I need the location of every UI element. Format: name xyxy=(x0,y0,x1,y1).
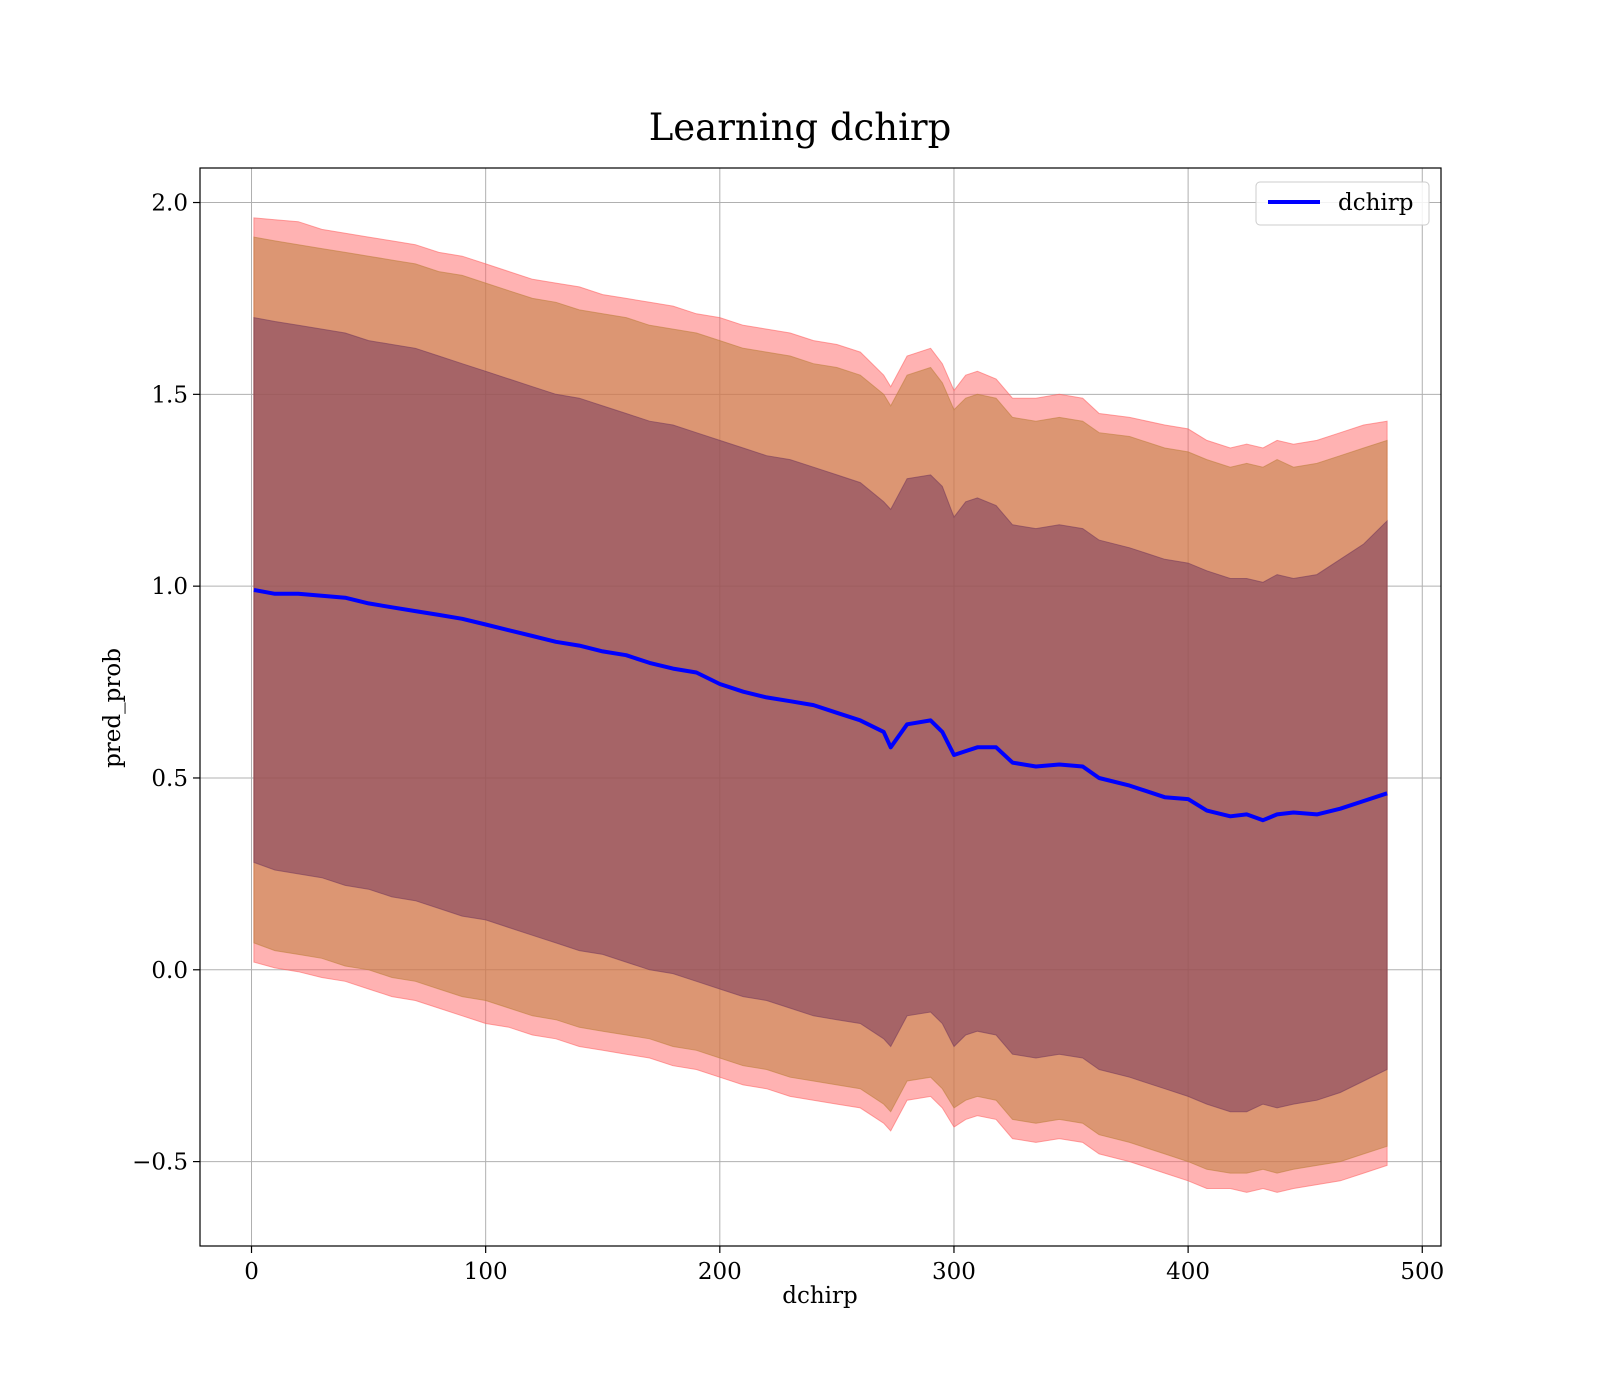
series-lines xyxy=(253,588,1388,823)
x-tick-label: 0 xyxy=(244,1259,259,1285)
x-tick-label: 500 xyxy=(1400,1259,1444,1285)
x-axis-ticks: 0 100 200 300 400 500 xyxy=(244,1246,1444,1285)
y-tick-label: 1.5 xyxy=(151,382,188,408)
chart-title: Learning dchirp xyxy=(649,106,952,149)
x-tick-label: 400 xyxy=(1166,1259,1210,1285)
x-tick-label: 200 xyxy=(698,1259,742,1285)
legend: dchirp xyxy=(1255,181,1430,226)
y-tick-label: 0.0 xyxy=(151,958,188,984)
x-tick-label: 300 xyxy=(932,1259,976,1285)
y-tick-label: 0.5 xyxy=(151,766,188,792)
x-axis-label: dchirp xyxy=(782,1283,858,1309)
y-tick-label: −0.5 xyxy=(132,1150,188,1176)
y-tick-label: 2.0 xyxy=(151,191,188,217)
x-tick-label: 100 xyxy=(464,1259,508,1285)
plot-frame xyxy=(199,167,1442,1247)
y-tick-label: 1.0 xyxy=(151,574,188,600)
y-axis-ticks: −0.5 0.0 0.5 1.0 1.5 2.0 xyxy=(132,191,200,1176)
series-line-dchirp xyxy=(253,588,1388,823)
confidence-bands xyxy=(253,217,1388,1193)
legend-label-dchirp: dchirp xyxy=(1338,190,1414,216)
legend-box xyxy=(1255,181,1430,226)
band-inner xyxy=(253,316,1388,1113)
y-axis-label: pred_prob xyxy=(100,648,126,768)
